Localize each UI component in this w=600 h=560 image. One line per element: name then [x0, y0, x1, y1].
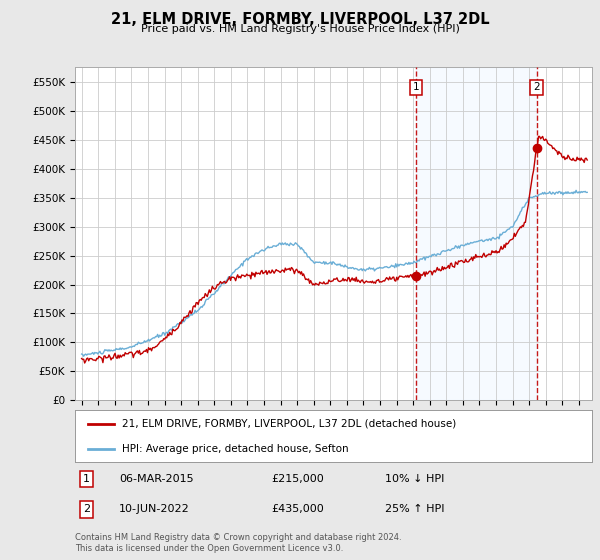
Text: 06-MAR-2015: 06-MAR-2015 [119, 474, 194, 484]
Text: 1: 1 [83, 474, 90, 484]
Text: 21, ELM DRIVE, FORMBY, LIVERPOOL, L37 2DL (detached house): 21, ELM DRIVE, FORMBY, LIVERPOOL, L37 2D… [122, 419, 456, 429]
Bar [416, 67, 536, 400]
Text: 10% ↓ HPI: 10% ↓ HPI [385, 474, 445, 484]
Text: 10-JUN-2022: 10-JUN-2022 [119, 505, 190, 515]
Text: 1: 1 [413, 82, 419, 92]
Text: Price paid vs. HM Land Registry's House Price Index (HPI): Price paid vs. HM Land Registry's House … [140, 24, 460, 34]
Text: 2: 2 [533, 82, 540, 92]
Text: HPI: Average price, detached house, Sefton: HPI: Average price, detached house, Seft… [122, 444, 348, 454]
Text: Contains HM Land Registry data © Crown copyright and database right 2024.
This d: Contains HM Land Registry data © Crown c… [75, 533, 401, 553]
Text: £215,000: £215,000 [272, 474, 324, 484]
Text: 25% ↑ HPI: 25% ↑ HPI [385, 505, 445, 515]
Text: 2: 2 [83, 505, 90, 515]
Text: £435,000: £435,000 [272, 505, 324, 515]
Text: 21, ELM DRIVE, FORMBY, LIVERPOOL, L37 2DL: 21, ELM DRIVE, FORMBY, LIVERPOOL, L37 2D… [110, 12, 490, 27]
